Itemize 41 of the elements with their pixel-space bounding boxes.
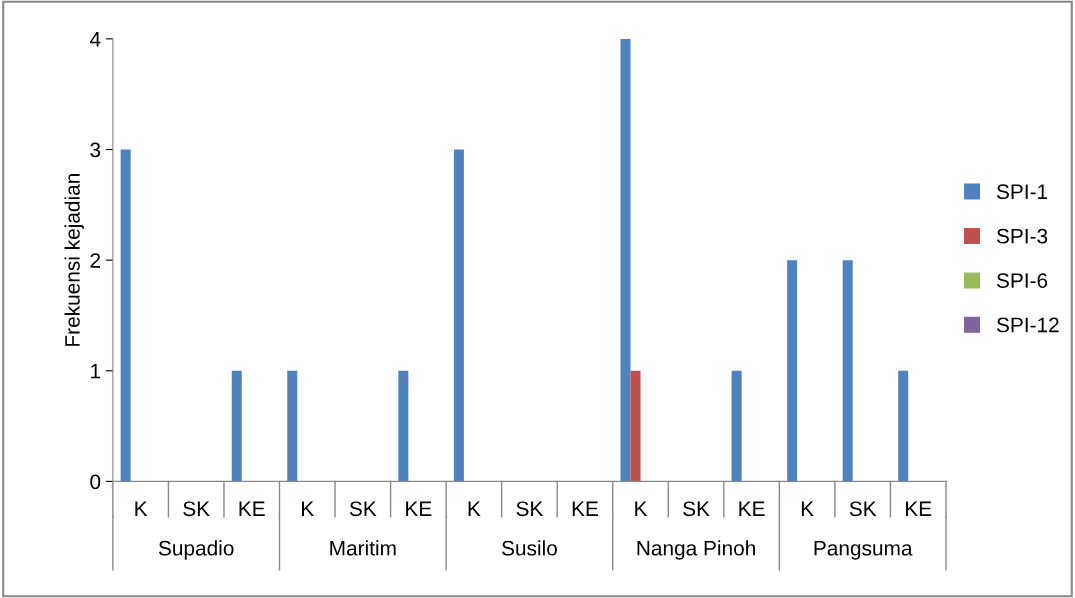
x-tick-label: SK bbox=[349, 501, 377, 517]
bar bbox=[231, 370, 242, 482]
bar bbox=[898, 370, 909, 482]
y-tick-label: 1 bbox=[91, 363, 101, 379]
y-axis-title: Frekuensi kejadian bbox=[64, 174, 84, 346]
x-tick-label: K bbox=[302, 501, 314, 516]
text: Nanga Pinoh bbox=[637, 540, 755, 560]
x-tick-label: KE bbox=[572, 501, 598, 516]
bar bbox=[287, 370, 298, 482]
x-tick-label: KE bbox=[406, 501, 432, 516]
bar bbox=[398, 370, 409, 482]
legend-label: SPI-1 bbox=[996, 184, 1048, 200]
text: Pangsuma bbox=[814, 541, 913, 560]
bar bbox=[120, 149, 131, 482]
y-tick-label: 2 bbox=[90, 253, 101, 268]
y-tick-label: 0 bbox=[90, 474, 101, 490]
legend-label: SPI-3 bbox=[996, 228, 1048, 244]
bar bbox=[453, 149, 464, 482]
x-tick-label: KE bbox=[906, 501, 932, 516]
legend-label: SPI-6 bbox=[996, 273, 1048, 288]
bar bbox=[620, 38, 631, 482]
legend-label: SPI-12 bbox=[996, 317, 1059, 333]
x-tick-label: KE bbox=[739, 501, 765, 516]
text: Susilo bbox=[502, 540, 557, 556]
text: Supadio bbox=[158, 540, 234, 560]
x-tick-label: SK bbox=[683, 501, 710, 517]
y-tick-label: 3 bbox=[90, 142, 101, 158]
x-tick-label: K bbox=[635, 501, 648, 516]
x-tick-label: K bbox=[801, 501, 814, 516]
y-tick-label: 4 bbox=[89, 32, 101, 47]
x-tick-label: SK bbox=[183, 501, 210, 517]
x-tick-label: K bbox=[135, 501, 148, 516]
x-tick-label: SK bbox=[849, 501, 877, 517]
x-tick-label: KE bbox=[239, 501, 265, 516]
bar bbox=[842, 260, 853, 482]
bar bbox=[731, 370, 742, 482]
bar bbox=[630, 370, 641, 482]
bar bbox=[787, 260, 798, 482]
text: Maritim bbox=[330, 540, 396, 556]
x-tick-label: K bbox=[468, 501, 481, 516]
x-tick-label: SK bbox=[516, 501, 544, 517]
